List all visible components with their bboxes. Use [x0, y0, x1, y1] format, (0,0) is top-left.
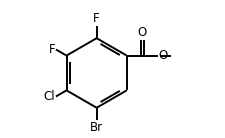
Text: F: F — [48, 43, 55, 56]
Text: Br: Br — [90, 121, 103, 134]
Text: F: F — [93, 12, 99, 25]
Text: Cl: Cl — [43, 90, 55, 103]
Text: O: O — [137, 26, 146, 39]
Text: O: O — [158, 49, 167, 62]
